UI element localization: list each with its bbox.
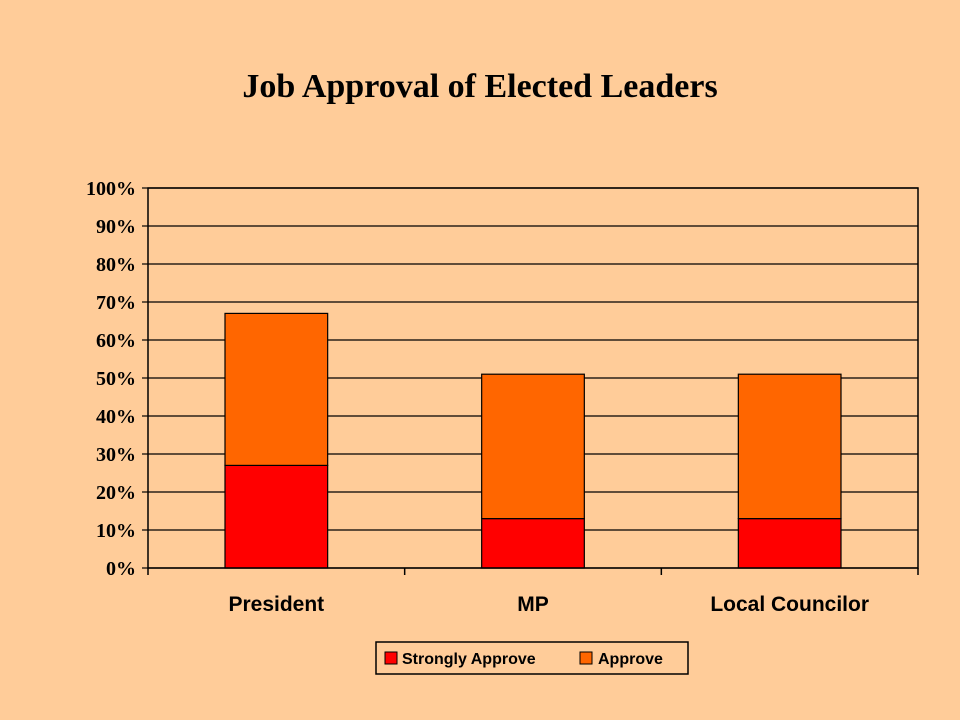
y-tick-label: 20% — [96, 482, 136, 504]
y-tick-label: 100% — [86, 178, 136, 200]
bar-approve — [737, 373, 842, 520]
legend-label-strongly-approve: Strongly Approve — [402, 651, 536, 668]
bar-approve — [481, 373, 585, 520]
y-tick-label: 90% — [96, 216, 136, 238]
y-tick-label: 60% — [96, 330, 136, 352]
x-tick-labels: President MP Local Councilor — [228, 593, 869, 616]
bar-approve — [224, 312, 329, 466]
bars — [224, 312, 842, 569]
x-tick-label: MP — [517, 593, 549, 616]
bar-strongly-approve — [481, 517, 585, 569]
legend-swatch-strongly-approve — [384, 651, 398, 665]
plot-frame — [147, 187, 919, 569]
axes — [142, 187, 919, 575]
x-tick-label: President — [228, 593, 324, 616]
y-tick-label: 70% — [96, 292, 136, 314]
y-tick-label: 80% — [96, 254, 136, 276]
bar-strongly-approve — [737, 517, 842, 569]
y-tick-label: 30% — [96, 444, 136, 466]
y-tick-label: 50% — [96, 368, 136, 390]
bar-strongly-approve — [224, 464, 329, 569]
legend: Strongly Approve Approve — [375, 641, 689, 675]
y-tick-label: 40% — [96, 406, 136, 428]
legend-box — [375, 641, 689, 675]
y-tick-labels: 0% 10% 20% 30% 40% 50% 60% 70% 80% 90% 100% — [86, 178, 136, 580]
chart-title: Job Approval of Elected Leaders — [242, 68, 718, 105]
x-tick-label: Local Councilor — [710, 593, 869, 616]
legend-swatch-approve — [579, 651, 593, 665]
legend-label-approve: Approve — [598, 651, 663, 668]
y-tick-label: 10% — [96, 520, 136, 542]
y-tick-label: 0% — [106, 558, 136, 580]
